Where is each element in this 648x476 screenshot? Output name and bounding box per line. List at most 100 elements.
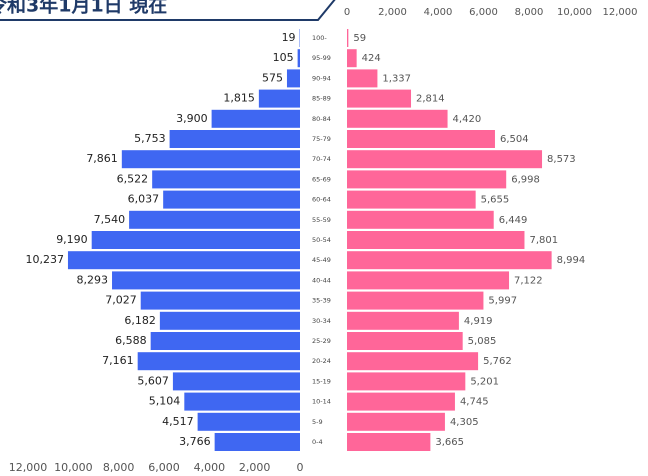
bar bbox=[159, 311, 300, 330]
bar bbox=[347, 433, 431, 451]
bar bbox=[67, 251, 300, 270]
value-label: 4,745 bbox=[460, 397, 489, 408]
category-label: 0-4 bbox=[312, 438, 323, 446]
bar bbox=[150, 332, 300, 350]
bar bbox=[347, 49, 357, 68]
category-label: 5-9 bbox=[312, 418, 323, 426]
x-tick-label: 2,000 bbox=[239, 461, 271, 474]
bar bbox=[347, 412, 445, 431]
category-label: 10-14 bbox=[312, 398, 331, 406]
category-label: 25-29 bbox=[312, 337, 331, 345]
bar bbox=[172, 372, 300, 391]
category-label: 100- bbox=[312, 34, 327, 42]
bar bbox=[258, 89, 300, 108]
bar bbox=[211, 109, 300, 128]
bar bbox=[347, 311, 459, 330]
category-label: 45-49 bbox=[312, 256, 331, 264]
category-label: 95-99 bbox=[312, 54, 331, 62]
bar bbox=[347, 251, 552, 270]
value-label: 5,762 bbox=[483, 356, 512, 367]
value-label: 7,801 bbox=[529, 235, 558, 246]
value-label: 4,919 bbox=[464, 316, 493, 327]
x-tick-label: 6,000 bbox=[469, 7, 498, 18]
bar bbox=[197, 412, 300, 431]
bar bbox=[286, 69, 300, 88]
x-tick-label: 8,000 bbox=[103, 461, 135, 474]
bar bbox=[112, 271, 300, 290]
value-label: 5,201 bbox=[470, 376, 499, 387]
bar bbox=[152, 170, 300, 189]
chart-title: 令和3年1月1日 現在 bbox=[0, 0, 167, 17]
category-label: 65-69 bbox=[312, 175, 331, 183]
value-label: 4,517 bbox=[162, 415, 194, 428]
x-tick-label: 6,000 bbox=[148, 461, 180, 474]
value-label: 6,037 bbox=[128, 193, 160, 206]
bar bbox=[214, 433, 300, 451]
value-label: 8,994 bbox=[557, 255, 586, 266]
value-label: 8,293 bbox=[77, 273, 109, 286]
value-label: 1,815 bbox=[223, 92, 255, 105]
category-label: 15-19 bbox=[312, 377, 331, 385]
bar bbox=[347, 29, 349, 47]
bar bbox=[121, 150, 300, 169]
bar bbox=[91, 231, 301, 249]
bar bbox=[347, 392, 455, 411]
x-tick-label: 12,000 bbox=[9, 461, 48, 474]
value-label: 6,182 bbox=[124, 314, 156, 327]
value-label: 6,504 bbox=[500, 134, 529, 145]
category-label: 90-94 bbox=[312, 74, 331, 82]
x-tick-label: 0 bbox=[297, 461, 304, 474]
x-tick-label: 10,000 bbox=[557, 7, 592, 18]
bar bbox=[169, 130, 300, 148]
bar bbox=[347, 190, 476, 209]
x-tick-label: 10,000 bbox=[54, 461, 93, 474]
category-label: 75-79 bbox=[312, 135, 331, 143]
title-box bbox=[0, 0, 336, 21]
value-label: 7,027 bbox=[105, 294, 137, 307]
value-label: 5,104 bbox=[149, 395, 181, 408]
bar bbox=[347, 150, 543, 169]
value-label: 6,449 bbox=[499, 215, 528, 226]
category-label: 85-89 bbox=[312, 95, 331, 103]
value-label: 6,998 bbox=[511, 174, 540, 185]
bar bbox=[347, 130, 495, 148]
value-label: 7,540 bbox=[94, 213, 126, 226]
category-label: 40-44 bbox=[312, 276, 331, 284]
bar bbox=[137, 352, 300, 371]
value-label: 5,997 bbox=[488, 296, 517, 307]
value-label: 7,861 bbox=[86, 152, 118, 165]
category-label: 35-39 bbox=[312, 297, 331, 305]
category-label: 80-84 bbox=[312, 115, 331, 123]
value-label: 8,573 bbox=[547, 154, 576, 165]
value-label: 4,420 bbox=[453, 114, 482, 125]
bar bbox=[347, 231, 525, 249]
category-label: 55-59 bbox=[312, 216, 331, 224]
value-label: 10,237 bbox=[25, 253, 64, 266]
value-label: 575 bbox=[262, 71, 283, 84]
category-label: 30-34 bbox=[312, 317, 331, 325]
x-tick-label: 12,000 bbox=[603, 7, 638, 18]
x-tick-label: 4,000 bbox=[194, 461, 226, 474]
bar bbox=[347, 69, 378, 88]
value-label: 5,655 bbox=[481, 195, 510, 206]
bar bbox=[347, 89, 412, 108]
bar bbox=[347, 332, 463, 350]
x-tick-label: 0 bbox=[344, 7, 350, 18]
category-label: 20-24 bbox=[312, 357, 331, 365]
bar bbox=[163, 190, 300, 209]
value-label: 6,588 bbox=[115, 334, 147, 347]
bar bbox=[347, 271, 510, 290]
value-label: 59 bbox=[353, 33, 366, 44]
bar bbox=[347, 352, 479, 371]
x-tick-label: 4,000 bbox=[424, 7, 453, 18]
bar bbox=[129, 210, 300, 229]
bar bbox=[347, 291, 484, 310]
value-label: 3,900 bbox=[176, 112, 208, 125]
value-label: 5,753 bbox=[134, 132, 166, 145]
value-label: 19 bbox=[282, 31, 296, 44]
value-label: 105 bbox=[273, 51, 294, 64]
value-label: 1,337 bbox=[382, 73, 411, 84]
value-label: 3,665 bbox=[435, 437, 464, 448]
category-label: 70-74 bbox=[312, 155, 331, 163]
